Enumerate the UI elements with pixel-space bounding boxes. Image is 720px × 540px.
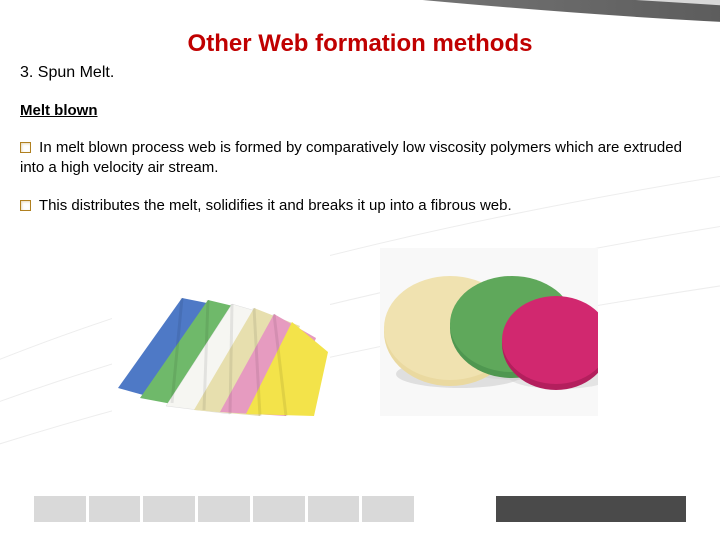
bullet-paragraph: This distributes the melt, solidifies it… (20, 196, 700, 216)
slide-title: Other Web formation methods (0, 30, 720, 58)
placeholder-segment (198, 496, 250, 522)
bullet-text: In melt blown process web is formed by c… (20, 139, 682, 176)
section-heading: Melt blown (20, 102, 98, 119)
bullet-square-icon (20, 200, 31, 211)
bullet-square-icon (20, 142, 31, 153)
placeholder-segment (34, 496, 86, 522)
bullet-paragraph: In melt blown process web is formed by c… (20, 138, 700, 179)
bottom-right-block (496, 496, 686, 522)
slide-subtitle: 3. Spun Melt. (20, 64, 114, 82)
image-folded-fabrics (112, 248, 330, 416)
placeholder-segment (89, 496, 141, 522)
placeholder-segment (362, 496, 414, 522)
placeholder-segment (253, 496, 305, 522)
image-fabric-discs (380, 248, 598, 416)
placeholder-segment (308, 496, 360, 522)
images-row (112, 248, 598, 416)
placeholder-segment (143, 496, 195, 522)
bottom-placeholder-bar (34, 496, 414, 522)
bullet-text: This distributes the melt, solidifies it… (39, 197, 512, 214)
